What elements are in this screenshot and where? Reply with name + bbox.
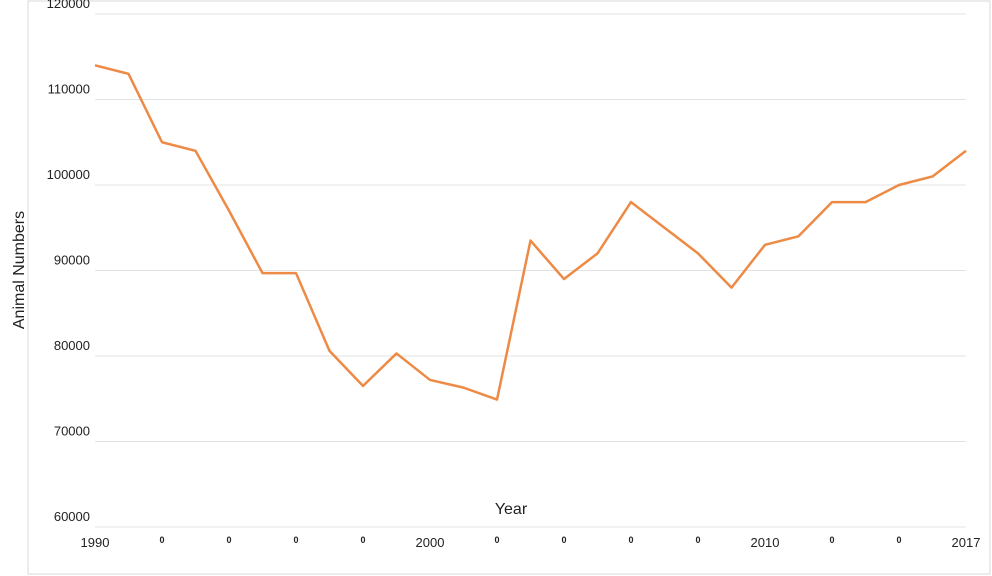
x-tick-label: 0 (628, 535, 633, 545)
x-tick-label: 2017 (952, 535, 981, 550)
x-tick-label: 0 (159, 535, 164, 545)
y-tick-label: 90000 (54, 253, 90, 268)
y-tick-label: 110000 (48, 82, 90, 97)
x-tick-label: 0 (829, 535, 834, 545)
x-tick-label: 2000 (416, 535, 445, 550)
data-line (94, 64, 967, 401)
y-tick-label: 80000 (54, 338, 90, 353)
y-tick-label: 70000 (54, 424, 90, 439)
x-tick-label: 2010 (751, 535, 780, 550)
chart-border (27, 0, 991, 575)
x-tick-label: 0 (360, 535, 365, 545)
x-tick-label: 0 (226, 535, 231, 545)
x-tick-label: 0 (561, 535, 566, 545)
x-tick-label: 0 (695, 535, 700, 545)
x-tick-label: 1990 (81, 535, 110, 550)
x-tick-label: 0 (293, 535, 298, 545)
x-axis-label: Year (495, 501, 528, 518)
y-tick-label: 120000 (47, 0, 90, 11)
y-axis-label: Animal Numbers (11, 211, 28, 329)
y-tick-label: 100000 (47, 167, 90, 182)
x-tick-label: 0 (494, 535, 499, 545)
x-tick-label: 0 (896, 535, 901, 545)
y-tick-label: 60000 (54, 509, 90, 524)
